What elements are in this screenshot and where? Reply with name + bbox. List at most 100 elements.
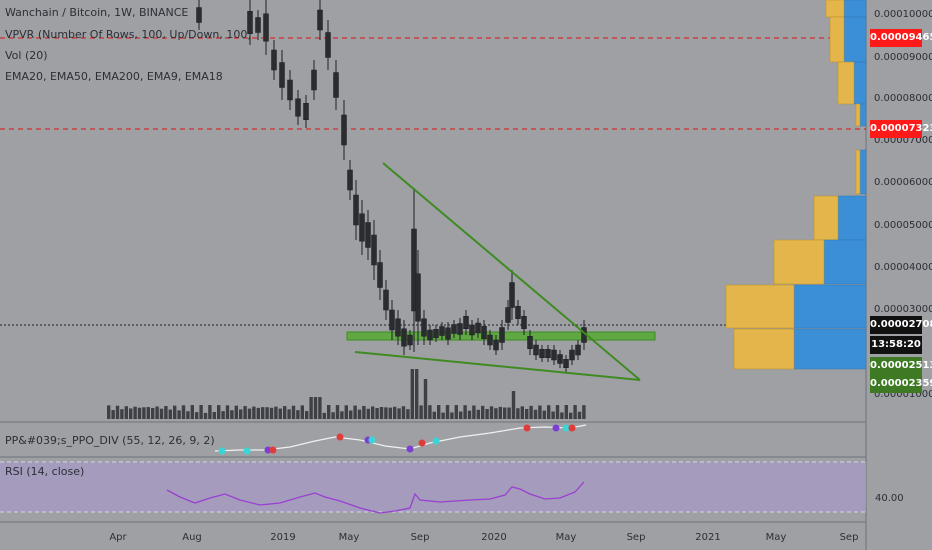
- candle-body: [475, 322, 481, 334]
- volume-bar: [401, 406, 406, 419]
- volume-bar: [247, 408, 252, 419]
- volume-bar: [269, 407, 274, 419]
- volume-bar: [261, 407, 265, 419]
- rsi-legend[interactable]: RSI (14, close): [5, 465, 85, 478]
- candle-body: [509, 282, 515, 308]
- candle-body: [411, 228, 417, 312]
- volume-bar: [283, 406, 287, 419]
- candle-body: [247, 11, 253, 34]
- volume-bar: [542, 410, 546, 419]
- volume-bar: [177, 410, 181, 419]
- volume-bars: [107, 369, 586, 419]
- volume-bar: [511, 391, 516, 419]
- vpvr-down-bar: [793, 284, 867, 329]
- ppo-divergence-dot: [432, 437, 440, 445]
- vpvr-up-bar: [855, 149, 861, 195]
- volume-bar: [256, 407, 260, 419]
- volume-bar: [379, 407, 384, 419]
- volume-bar: [520, 406, 524, 419]
- vpvr-legend[interactable]: VPVR (Number Of Rows, 100, Up/Down, 100): [5, 28, 252, 41]
- vpvr-up-bar: [733, 328, 795, 370]
- rsi-axis-label: 40.00: [875, 493, 904, 504]
- candle-body: [445, 327, 451, 340]
- time-axis-label: Sep: [411, 532, 430, 543]
- time-axis-label: Aug: [182, 532, 202, 543]
- volume-bar: [560, 412, 564, 419]
- time-axis-label: 2020: [481, 532, 506, 543]
- volume-bar: [564, 405, 568, 419]
- volume-bar: [252, 406, 256, 419]
- volume-bar: [190, 405, 194, 419]
- vpvr-up-bar: [773, 239, 825, 285]
- volume-bar: [371, 406, 375, 419]
- candle-body: [359, 213, 365, 242]
- candle-body: [371, 234, 377, 266]
- volume-bar: [146, 407, 150, 419]
- volume-bar: [322, 412, 326, 419]
- ppo-divergence-dot: [269, 446, 277, 454]
- time-axis[interactable]: Apr Aug 2019 May Sep 2020 May Sep 2021 May Sep: [109, 532, 858, 543]
- rsi-line: [166, 481, 585, 514]
- volume-bar: [115, 405, 120, 419]
- volume-bar: [331, 412, 335, 419]
- candle-body: [457, 323, 463, 335]
- candle-body: [427, 329, 433, 341]
- volume-bar: [498, 406, 502, 419]
- volume-bar: [467, 410, 472, 419]
- volume-bar: [243, 406, 247, 419]
- candle-body: [196, 7, 202, 23]
- ppo-divergence-dot: [243, 447, 251, 455]
- price-axis-label: 0.00001000: [874, 389, 932, 400]
- volume-bar: [529, 405, 533, 419]
- symbol-title[interactable]: Wanchain / Bitcoin, 1W, BINANCE: [5, 6, 189, 19]
- volume-bar: [142, 407, 146, 419]
- volume-bar: [472, 405, 476, 419]
- ppo-divergence-dot: [523, 424, 531, 432]
- volume-bar: [573, 405, 577, 419]
- candle-body: [533, 344, 539, 356]
- support-trendline[interactable]: [354, 351, 641, 381]
- volume-bar: [318, 397, 322, 419]
- price-axis-label: 0.00009000: [874, 52, 932, 63]
- volume-bar: [309, 397, 313, 419]
- volume-bar: [221, 411, 225, 419]
- volume-bar: [164, 406, 168, 419]
- volume-bar: [419, 405, 423, 419]
- price-axis-label: 0.00004000: [874, 262, 932, 273]
- volume-bar: [344, 405, 348, 419]
- candle-body: [563, 359, 569, 368]
- volume-bar: [199, 405, 203, 419]
- volume-bar: [357, 409, 362, 419]
- vpvr-down-bar: [843, 0, 867, 18]
- ppo-divergence-dots: [218, 424, 576, 455]
- volume-bar: [313, 397, 318, 419]
- candle-body: [505, 307, 511, 323]
- descending-trendline[interactable]: [382, 162, 641, 381]
- vpvr-down-bar: [823, 239, 867, 285]
- vpvr-up-bar: [829, 16, 845, 63]
- volume-bar: [362, 405, 366, 419]
- candle-body: [303, 103, 309, 120]
- candle-body: [439, 326, 445, 336]
- volume-bar: [107, 405, 111, 419]
- vol-legend[interactable]: Vol (20): [5, 49, 48, 62]
- price-axis[interactable]: 0.00010000 0.00009000 0.00008000 0.00007000…: [874, 9, 932, 400]
- ema-legend[interactable]: EMA20, EMA50, EMA200, EMA9, EMA18: [5, 70, 223, 83]
- volume-bar: [291, 405, 296, 419]
- volume-bar: [375, 408, 379, 419]
- volume-bar: [230, 410, 234, 419]
- vpvr-up-bar: [825, 0, 845, 18]
- volume-bar: [538, 405, 542, 419]
- vpvr-down-bar: [843, 16, 867, 63]
- volume-bar: [516, 408, 520, 419]
- volume-bar: [340, 411, 344, 419]
- vpvr-down-bar: [793, 328, 867, 370]
- volume-bar: [388, 407, 392, 419]
- volume-bar: [441, 412, 445, 419]
- ppo-divergence-dot: [406, 445, 414, 453]
- volume-bar: [212, 412, 216, 419]
- ppo-legend[interactable]: PP&#039;s_PPO_DIV (55, 12, 26, 9, 2): [5, 434, 215, 447]
- ppo-divergence-dot: [368, 436, 376, 444]
- volume-bar: [155, 406, 159, 419]
